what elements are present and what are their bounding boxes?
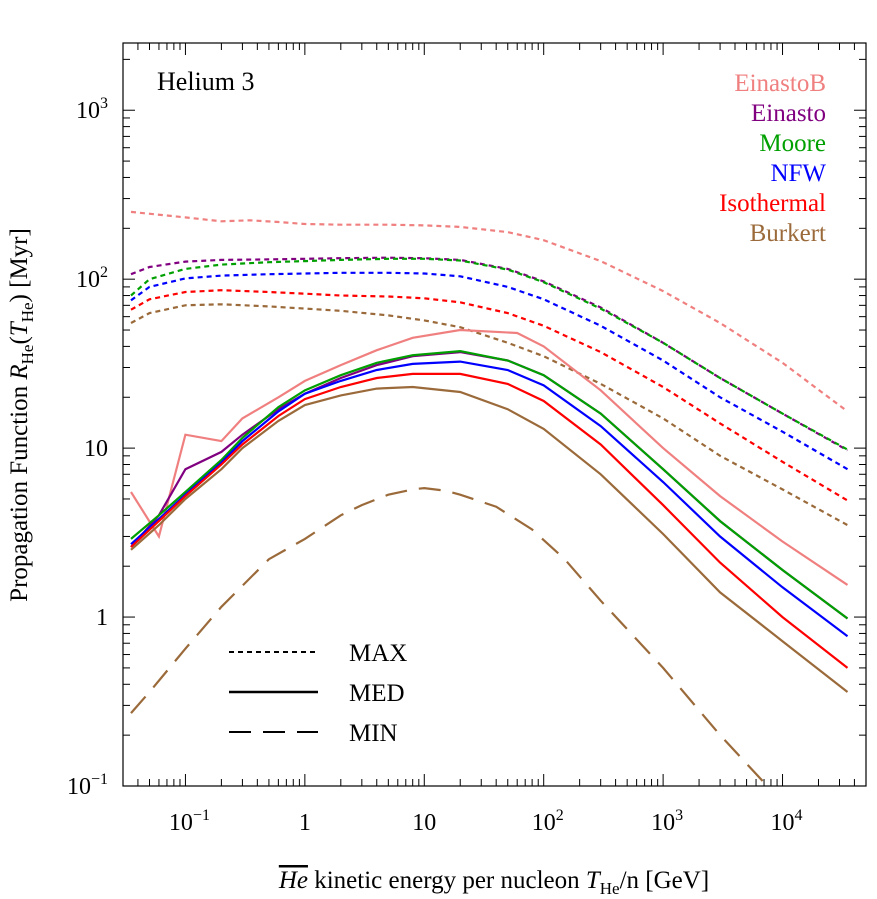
x-axis-label: He kinetic energy per nucleon THe/n [GeV…: [278, 867, 709, 898]
line-style-legend: MAX MED MIN: [229, 640, 407, 747]
series-isothermal-med: [130, 372, 849, 669]
x-tick-label: 103: [651, 807, 683, 836]
legend-isothermal: Isothermal: [719, 190, 826, 217]
style-legend-label-med: MED: [349, 680, 405, 707]
halo-legend: EinastoB Einasto Moore NFW Isothermal Burkert: [719, 70, 826, 247]
x-tick-label: 10−1: [169, 807, 210, 836]
x-tick-label: 102: [532, 807, 564, 836]
y-tick-label: 102: [76, 264, 108, 293]
style-legend-label-min: MIN: [349, 720, 398, 747]
series-einasto-med: [130, 350, 849, 620]
axis-ticks: [122, 43, 867, 787]
y-tick-label: 103: [76, 95, 108, 124]
series-isothermal-max: [130, 289, 849, 502]
legend-einastob: EinastoB: [734, 70, 826, 97]
legend-burkert: Burkert: [750, 220, 826, 247]
x-tick-label: 10: [412, 810, 436, 836]
series-moore-max: [130, 257, 849, 451]
x-tick-label: 1: [299, 810, 311, 836]
legend-moore: Moore: [759, 130, 826, 157]
legend-einasto: Einasto: [751, 100, 826, 127]
plot-frame: [122, 42, 867, 787]
y-axis-label: Propagation Function RHe(THe) [Myr]: [6, 228, 37, 602]
y-tick-label: 1: [96, 605, 108, 631]
chart-title: Helium 3: [157, 67, 255, 96]
y-tick-label: 10−1: [67, 771, 108, 800]
series-burkert-min: [130, 486, 769, 786]
series-einastob-med: [130, 328, 849, 586]
series-einastob-max: [130, 210, 849, 413]
legend-nfw: NFW: [770, 160, 826, 187]
y-tick-label: 10: [84, 436, 108, 462]
series-layer: [130, 210, 849, 786]
y-axis-label-text: Propagation Function RHe(THe) [Myr]: [6, 228, 37, 602]
style-legend-label-max: MAX: [349, 640, 407, 667]
y-tick-labels: 10−1 1 10 102 103: [67, 95, 108, 800]
series-burkert-max: [130, 303, 849, 527]
series-burkert-med: [130, 385, 849, 693]
x-tick-label: 104: [771, 807, 803, 836]
x-axis-label-text: He kinetic energy per nucleon THe/n [GeV…: [278, 867, 709, 898]
series-moore-med: [130, 349, 849, 620]
series-nfw-med: [130, 360, 849, 638]
series-nfw-max: [130, 271, 849, 471]
x-tick-labels: 10−1 1 10 102 103 104: [169, 807, 803, 836]
